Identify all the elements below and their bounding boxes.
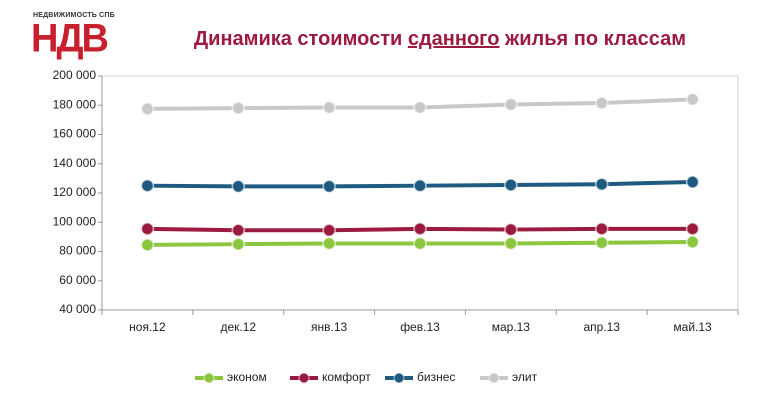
title-part: сданного bbox=[407, 28, 500, 50]
point bbox=[504, 97, 518, 112]
point bbox=[322, 223, 336, 238]
y-tick-label: 180 000 bbox=[53, 97, 97, 111]
point bbox=[685, 92, 700, 107]
point bbox=[594, 222, 609, 236]
x-tick-label: фев.13 bbox=[400, 320, 440, 334]
logo: НДВ bbox=[31, 16, 109, 62]
chart-title: Динамика стоимости сданного жилья по кла… bbox=[130, 28, 750, 51]
legend-marker bbox=[393, 372, 405, 384]
legend-marker bbox=[488, 372, 500, 384]
y-tick-label: 140 000 bbox=[53, 156, 97, 170]
point bbox=[413, 222, 427, 236]
point bbox=[413, 236, 427, 251]
point bbox=[685, 222, 700, 236]
point bbox=[685, 235, 700, 249]
point bbox=[413, 100, 427, 115]
y-tick-label: 200 000 bbox=[53, 68, 97, 82]
legend-label: эконом bbox=[227, 370, 267, 384]
point bbox=[594, 235, 609, 250]
x-tick-label: апр.13 bbox=[583, 320, 620, 334]
point bbox=[140, 238, 155, 252]
title-part: Динамика стоимости bbox=[193, 28, 403, 50]
y-tick-label: 40 000 bbox=[59, 302, 96, 316]
legend-label: бизнес bbox=[417, 370, 455, 384]
point bbox=[504, 236, 518, 251]
point bbox=[504, 178, 518, 192]
x-tick-label: янв.13 bbox=[311, 320, 348, 334]
point bbox=[140, 102, 155, 116]
legend-label: элит bbox=[512, 370, 538, 384]
point bbox=[231, 237, 246, 251]
legend-label: комфорт bbox=[322, 370, 371, 384]
y-tick-label: 160 000 bbox=[53, 127, 97, 141]
point bbox=[322, 236, 336, 251]
title-part: жилья по классам bbox=[505, 28, 687, 50]
x-tick-label: мар.13 bbox=[492, 320, 531, 334]
point bbox=[140, 222, 155, 236]
y-tick-label: 120 000 bbox=[53, 185, 97, 199]
x-tick-label: ноя.12 bbox=[129, 320, 166, 334]
logo-caption: НЕДВИЖИМОСТЬ СПБ bbox=[33, 12, 115, 19]
point bbox=[231, 179, 246, 194]
point bbox=[322, 179, 336, 194]
point bbox=[504, 222, 518, 237]
x-tick-label: май.13 bbox=[673, 320, 712, 334]
point bbox=[413, 178, 427, 193]
y-tick-label: 80 000 bbox=[59, 244, 96, 258]
legend-marker bbox=[203, 372, 215, 384]
point bbox=[140, 178, 155, 193]
point bbox=[594, 177, 609, 191]
point bbox=[231, 223, 246, 238]
point bbox=[685, 175, 700, 189]
y-tick-label: 60 000 bbox=[59, 273, 96, 287]
point bbox=[594, 96, 609, 110]
point bbox=[231, 101, 246, 115]
y-tick-label: 100 000 bbox=[53, 214, 97, 228]
x-tick-label: дек.12 bbox=[220, 320, 256, 334]
legend-marker bbox=[298, 372, 310, 384]
point bbox=[322, 100, 336, 115]
